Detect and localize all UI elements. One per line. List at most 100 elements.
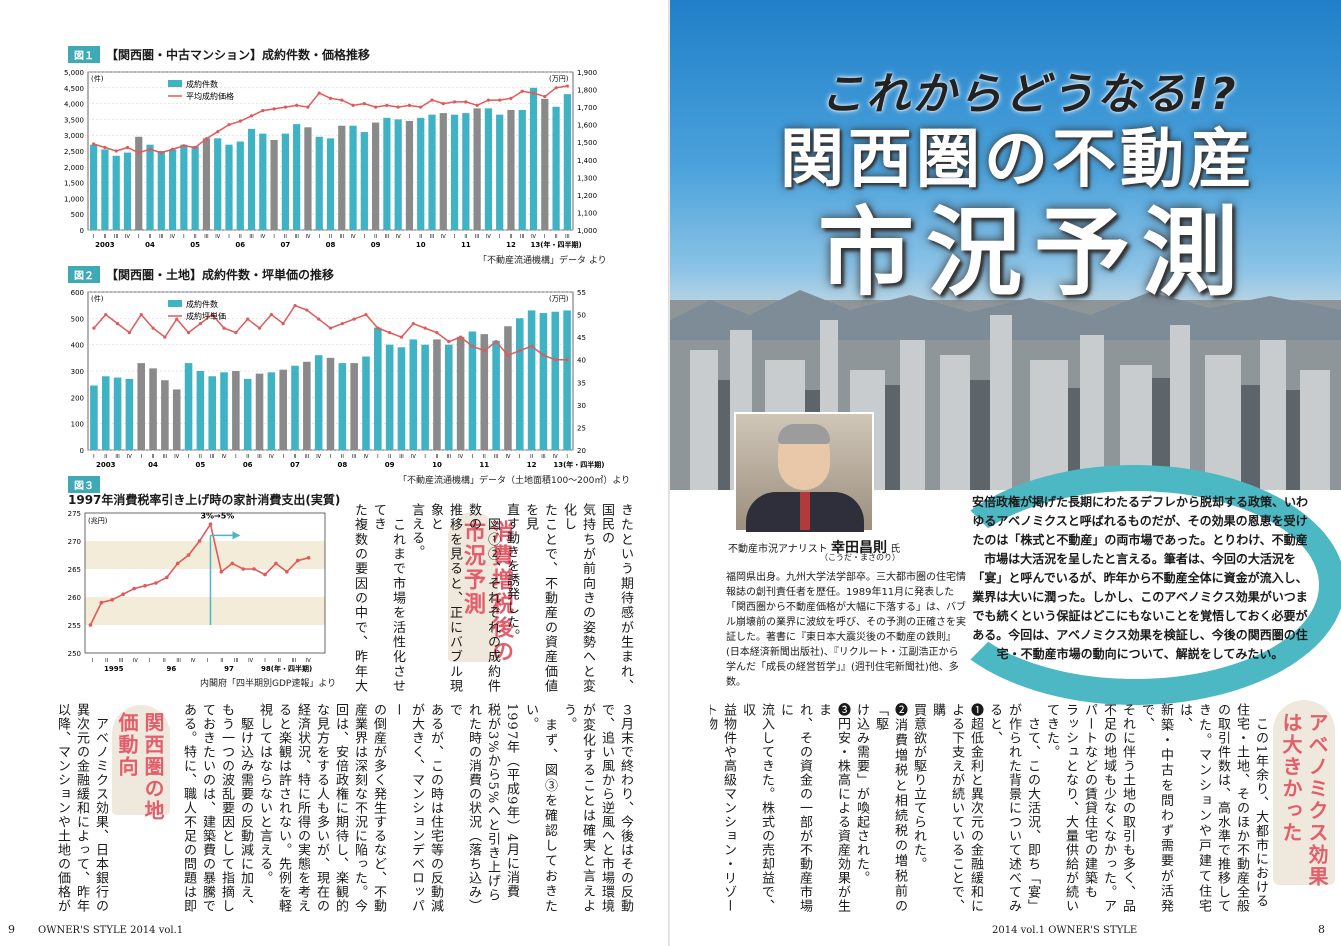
quarter-tick-label: IV [531, 234, 536, 240]
line-point [163, 335, 167, 339]
quarter-tick-label: IV [316, 454, 321, 460]
right-section-heading: アベノミクス効果は大きかった [1279, 712, 1329, 888]
text-column-line: 駆け込み需要の反動減に加え、 [238, 703, 253, 913]
line-point [295, 103, 299, 107]
bar-mark [480, 334, 489, 450]
line-point [234, 331, 238, 335]
line-point [396, 105, 400, 109]
line-point [565, 84, 569, 88]
line-point [364, 312, 368, 317]
bar-mark [552, 106, 560, 230]
text-column-line: で、追い風から逆風へと市場環境 [599, 703, 614, 913]
text-column-line: 図①②、それぞれの成約件数の [466, 503, 500, 693]
line-point [170, 147, 175, 151]
bar-mark [161, 380, 169, 450]
year-tick-label: 08 [326, 241, 336, 249]
y-tick-label: 2,000 [64, 164, 84, 172]
quarter-tick-label: I [377, 454, 378, 460]
text-column-line: よる下支えが続いていることで、購 [930, 703, 964, 913]
line-point [423, 326, 427, 330]
line-point [186, 331, 191, 335]
line-point [553, 358, 557, 362]
fig1-tag: 図１ [68, 46, 100, 63]
line-point [281, 322, 285, 326]
bar-mark [146, 144, 154, 230]
year-tick-label: 09 [371, 241, 381, 249]
text-column-line: たことで、不動産の資産価値を見 [523, 503, 557, 693]
line-point [376, 326, 380, 330]
line-point [486, 98, 491, 102]
y-tick-label: 250 [68, 650, 81, 658]
legend-label: 平均成約価格 [186, 91, 234, 101]
bar-mark [101, 149, 109, 230]
quarter-tick-label: III [541, 454, 545, 460]
y2-tick-label: 1,700 [577, 104, 597, 112]
line-point [114, 149, 118, 153]
y-tick-label: 100 [71, 421, 84, 429]
bar-mark [314, 355, 323, 450]
text-column-line: 新築・中古を問わず需要が活発で、 [1139, 703, 1173, 913]
line-point [475, 103, 479, 107]
bar-mark [315, 136, 323, 230]
text-column-line: た複数の要因の中で、昨年大きな [355, 503, 367, 693]
y-tick-label: 3,000 [64, 132, 84, 140]
line-point [470, 344, 475, 348]
text-column-line: 以降、マンションや土地の価格が [55, 703, 70, 913]
y-tick-label: 3,500 [64, 116, 84, 124]
quarter-tick-label: III [292, 658, 296, 664]
quarter-tick-label: III [399, 454, 403, 460]
year-tick-label: 10 [416, 241, 426, 249]
y-tick-label: 255 [68, 622, 81, 630]
bar-mark [232, 371, 240, 450]
bar-mark [293, 124, 301, 230]
bar-mark [445, 344, 453, 450]
bar-mark [184, 363, 193, 450]
line-point [362, 102, 366, 106]
year-tick-label: 13(年・四半期) [553, 460, 604, 469]
right-page-number: 8 [1318, 923, 1325, 936]
line-point [210, 312, 214, 317]
text-column-line: まず、図③を確認しておきたい。 [523, 703, 557, 913]
line-point [198, 322, 202, 326]
quarter-tick-label: IV [248, 658, 253, 664]
year-tick-label: 96 [167, 665, 177, 673]
text-column-line: ❸円安・株高による資産効果が生ま [816, 703, 850, 913]
quarter-tick-label: II [104, 454, 107, 460]
sec2-body: ３月末で終わり、今後はその反動 で、追い風から逆風へと市場環境 が変化することは確実… [180, 703, 635, 913]
line-point [340, 322, 344, 326]
line-point [520, 89, 524, 93]
y-tick-label: 1,500 [64, 180, 84, 188]
quarter-tick-label: II [464, 234, 467, 240]
line-point [137, 151, 141, 155]
text-column-line: あるが、この時は住宅等の反動減 [428, 703, 443, 913]
text-column-line: け込み需要」が喚起された。 [854, 703, 869, 885]
quarter-tick-label: II [103, 234, 106, 240]
text-column-line: きた。マンションや戸建て住宅は、 [1177, 703, 1211, 913]
quarter-tick-label: II [329, 234, 332, 240]
line-point [328, 96, 333, 100]
quarter-tick-label: IV [306, 658, 311, 664]
quarter-tick-label: IV [215, 234, 220, 240]
fig1-heading: 図１ 【関西圏・中古マンション】成約件数・価格推移 [68, 46, 370, 63]
bar-mark [180, 144, 188, 230]
spine-gutter [668, 0, 671, 946]
text-column-line: が変化することは確実と言えよう。 [561, 703, 595, 913]
quarter-tick-label: I [472, 454, 473, 460]
line-point [216, 130, 220, 134]
y-tick-label: 400 [71, 342, 84, 350]
bar-mark [202, 138, 211, 230]
line-point [317, 91, 321, 95]
quarter-tick-label: III [352, 454, 356, 460]
bar-mark [405, 120, 414, 230]
quarter-tick-label: II [374, 234, 377, 240]
quarter-tick-label: III [115, 454, 119, 460]
y2-tick-label: 1,800 [577, 87, 597, 95]
line-point [230, 561, 235, 566]
analyst-name: 幸田昌則 [831, 540, 887, 556]
quarter-tick-label: I [519, 454, 520, 460]
bar-mark [507, 109, 515, 230]
y-tick-label: 4,500 [64, 85, 84, 93]
legend-swatch-bars [168, 300, 182, 307]
y-tick-label: 265 [68, 566, 81, 574]
line-point [430, 98, 434, 102]
